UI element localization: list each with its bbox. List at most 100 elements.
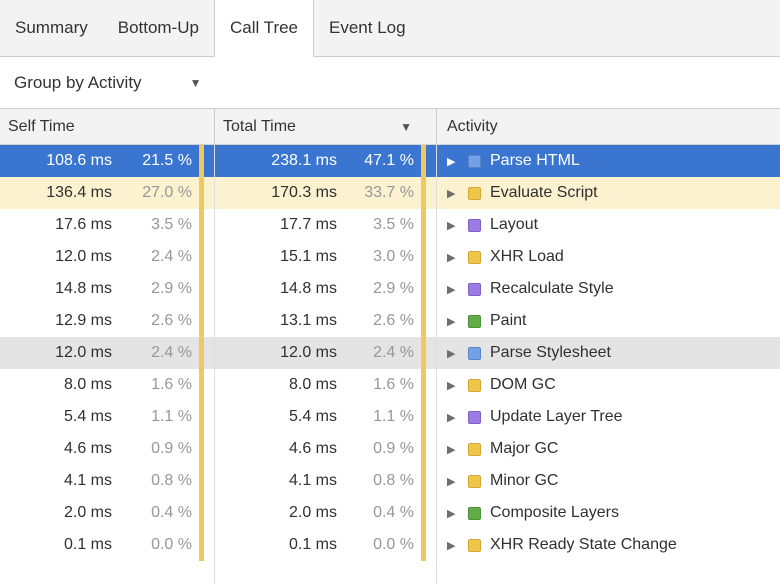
self-time-cell: 2.0 ms 0.4 % xyxy=(0,497,215,529)
total-time-cell: 12.0 ms 2.4 % xyxy=(215,337,437,369)
total-time-cell: 13.1 ms 2.6 % xyxy=(215,305,437,337)
activity-label: Recalculate Style xyxy=(490,280,614,297)
table-row[interactable]: 12.0 ms 2.4 % 12.0 ms 2.4 % ▶ Parse Styleshee… xyxy=(0,337,780,369)
expand-triangle-icon[interactable]: ▶ xyxy=(447,315,456,328)
activity-label: Layout xyxy=(490,216,539,233)
total-time-percent: 1.1 % xyxy=(373,408,414,425)
total-time-value: 170.3 ms xyxy=(271,184,337,201)
self-time-value: 136.4 ms xyxy=(46,184,112,201)
total-percent-bar-icon xyxy=(421,273,426,305)
self-percent-bar-icon xyxy=(199,177,204,209)
column-header-activity[interactable]: Activity xyxy=(437,109,780,144)
tab-bar: Summary Bottom-Up Call Tree Event Log xyxy=(0,0,780,57)
table-row[interactable]: 8.0 ms 1.6 % 8.0 ms 1.6 % ▶ DOM GC xyxy=(0,369,780,401)
expand-triangle-icon[interactable]: ▶ xyxy=(447,379,456,392)
total-time-value: 17.7 ms xyxy=(280,216,337,233)
self-time-cell: 14.8 ms 2.9 % xyxy=(0,273,215,305)
total-time-percent: 0.9 % xyxy=(373,440,414,457)
table-row[interactable]: 108.6 ms 21.5 % 238.1 ms 47.1 % ▶ Parse HTML xyxy=(0,145,780,177)
tab-event-log[interactable]: Event Log xyxy=(329,18,406,37)
self-percent-bar-icon xyxy=(199,145,204,177)
total-time-cell: 4.1 ms 0.8 % xyxy=(215,465,437,497)
expand-triangle-icon[interactable]: ▶ xyxy=(447,283,456,296)
activity-cell: ▶ Parse Stylesheet xyxy=(437,337,780,369)
expand-triangle-icon[interactable]: ▶ xyxy=(447,347,456,360)
column-header-total-time[interactable]: Total Time ▼ xyxy=(215,109,437,144)
expand-triangle-icon[interactable]: ▶ xyxy=(447,443,456,456)
self-time-percent: 21.5 % xyxy=(142,152,192,169)
self-time-value: 8.0 ms xyxy=(63,376,112,393)
total-time-header-label: Total Time xyxy=(223,117,296,135)
tab-bottom-up[interactable]: Bottom-Up xyxy=(117,18,199,37)
total-percent-bar-icon xyxy=(421,241,426,273)
total-time-percent: 3.0 % xyxy=(373,248,414,265)
self-time-header-label: Self Time xyxy=(8,117,75,135)
self-time-value: 4.6 ms xyxy=(63,440,112,457)
table-row[interactable]: 12.9 ms 2.6 % 13.1 ms 2.6 % ▶ Paint xyxy=(0,305,780,337)
activity-cell: ▶ DOM GC xyxy=(437,369,780,401)
expand-triangle-icon[interactable]: ▶ xyxy=(447,251,456,264)
table-row[interactable]: 14.8 ms 2.9 % 14.8 ms 2.9 % ▶ Recalculate Sty… xyxy=(0,273,780,305)
expand-triangle-icon[interactable]: ▶ xyxy=(447,539,456,552)
self-time-cell: 12.0 ms 2.4 % xyxy=(0,337,215,369)
self-time-cell: 12.9 ms 2.6 % xyxy=(0,305,215,337)
self-time-value: 0.1 ms xyxy=(63,536,112,553)
activity-cell: ▶ Evaluate Script xyxy=(437,177,780,209)
category-swatch-icon xyxy=(468,410,481,424)
self-time-cell: 4.6 ms 0.9 % xyxy=(0,433,215,465)
column-header-self-time[interactable]: Self Time xyxy=(0,109,215,144)
self-percent-bar-icon xyxy=(199,337,204,369)
group-by-label: Group by Activity xyxy=(14,72,142,92)
self-percent-bar-icon xyxy=(199,369,204,401)
table-filler xyxy=(0,561,780,584)
total-time-value: 238.1 ms xyxy=(271,152,337,169)
total-percent-bar-icon xyxy=(421,305,426,337)
group-by-select[interactable]: Group by Activity ▼ xyxy=(14,73,201,93)
expand-triangle-icon[interactable]: ▶ xyxy=(447,187,456,200)
expand-triangle-icon[interactable]: ▶ xyxy=(447,507,456,520)
total-percent-bar-icon xyxy=(421,401,426,433)
expand-triangle-icon[interactable]: ▶ xyxy=(447,219,456,232)
dropdown-arrow-icon: ▼ xyxy=(189,75,202,90)
total-time-value: 0.1 ms xyxy=(288,536,337,553)
table-row[interactable]: 12.0 ms 2.4 % 15.1 ms 3.0 % ▶ XHR Load xyxy=(0,241,780,273)
self-time-percent: 2.4 % xyxy=(151,248,192,265)
table-row[interactable]: 136.4 ms 27.0 % 170.3 ms 33.7 % ▶ Evaluate Sc… xyxy=(0,177,780,209)
table-row[interactable]: 4.1 ms 0.8 % 4.1 ms 0.8 % ▶ Minor GC xyxy=(0,465,780,497)
category-swatch-icon xyxy=(468,154,481,168)
total-time-cell: 8.0 ms 1.6 % xyxy=(215,369,437,401)
total-time-cell: 5.4 ms 1.1 % xyxy=(215,401,437,433)
total-time-percent: 3.5 % xyxy=(373,216,414,233)
expand-triangle-icon[interactable]: ▶ xyxy=(447,411,456,424)
expand-triangle-icon[interactable]: ▶ xyxy=(447,155,456,168)
table-row[interactable]: 2.0 ms 0.4 % 2.0 ms 0.4 % ▶ Composite Layers xyxy=(0,497,780,529)
table-row[interactable]: 5.4 ms 1.1 % 5.4 ms 1.1 % ▶ Update Layer Tree xyxy=(0,401,780,433)
self-time-value: 5.4 ms xyxy=(63,408,112,425)
activity-cell: ▶ Major GC xyxy=(437,433,780,465)
total-time-cell: 238.1 ms 47.1 % xyxy=(215,145,437,177)
self-time-value: 12.0 ms xyxy=(55,344,112,361)
total-time-value: 13.1 ms xyxy=(280,312,337,329)
self-time-percent: 1.6 % xyxy=(151,376,192,393)
tab-call-tree[interactable]: Call Tree xyxy=(213,0,315,57)
category-swatch-icon xyxy=(468,506,481,520)
expand-triangle-icon[interactable]: ▶ xyxy=(447,475,456,488)
table-header: Self Time Total Time ▼ Activity xyxy=(0,109,780,145)
self-time-percent: 27.0 % xyxy=(142,184,192,201)
activity-cell: ▶ Composite Layers xyxy=(437,497,780,529)
table-row[interactable]: 17.6 ms 3.5 % 17.7 ms 3.5 % ▶ Layout xyxy=(0,209,780,241)
total-percent-bar-icon xyxy=(421,209,426,241)
activity-cell: ▶ Parse HTML xyxy=(437,145,780,177)
self-time-percent: 2.9 % xyxy=(151,280,192,297)
tab-summary[interactable]: Summary xyxy=(15,18,88,37)
table-row[interactable]: 4.6 ms 0.9 % 4.6 ms 0.9 % ▶ Major GC xyxy=(0,433,780,465)
activity-cell: ▶ Minor GC xyxy=(437,465,780,497)
total-time-value: 4.1 ms xyxy=(288,472,337,489)
category-swatch-icon xyxy=(468,186,481,200)
self-time-percent: 0.4 % xyxy=(151,504,192,521)
table-row[interactable]: 0.1 ms 0.0 % 0.1 ms 0.0 % ▶ XHR Ready State C… xyxy=(0,529,780,561)
self-percent-bar-icon xyxy=(199,241,204,273)
activity-label: Minor GC xyxy=(490,472,559,489)
self-time-value: 12.9 ms xyxy=(55,312,112,329)
